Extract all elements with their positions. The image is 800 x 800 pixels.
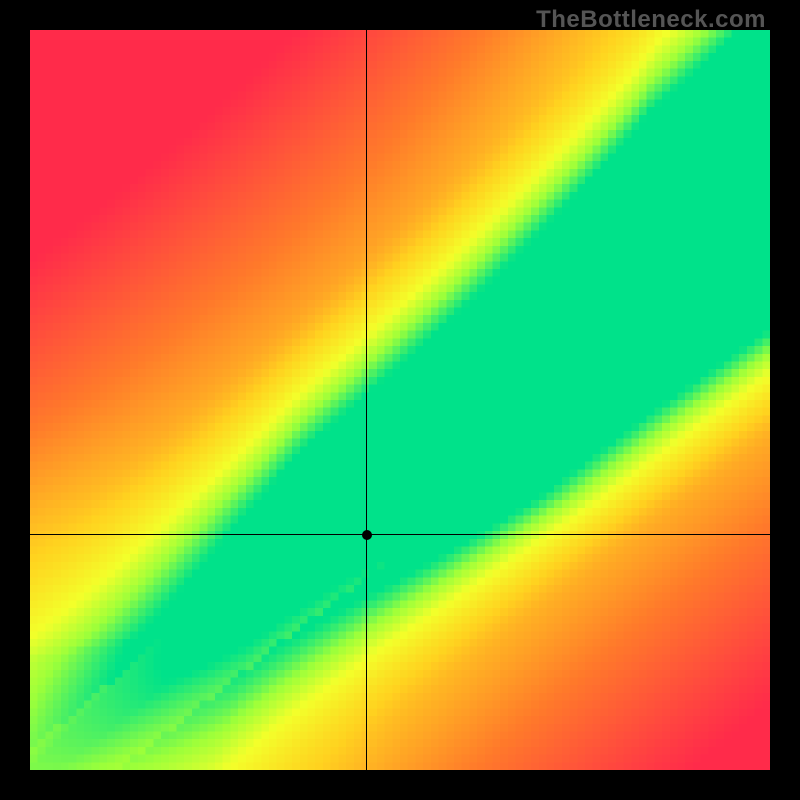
crosshair-horizontal bbox=[30, 534, 770, 535]
chart-container: TheBottleneck.com bbox=[0, 0, 800, 800]
watermark-text: TheBottleneck.com bbox=[536, 6, 766, 34]
heatmap-canvas bbox=[30, 30, 770, 770]
crosshair-vertical bbox=[366, 30, 367, 770]
data-point-marker bbox=[362, 530, 372, 540]
